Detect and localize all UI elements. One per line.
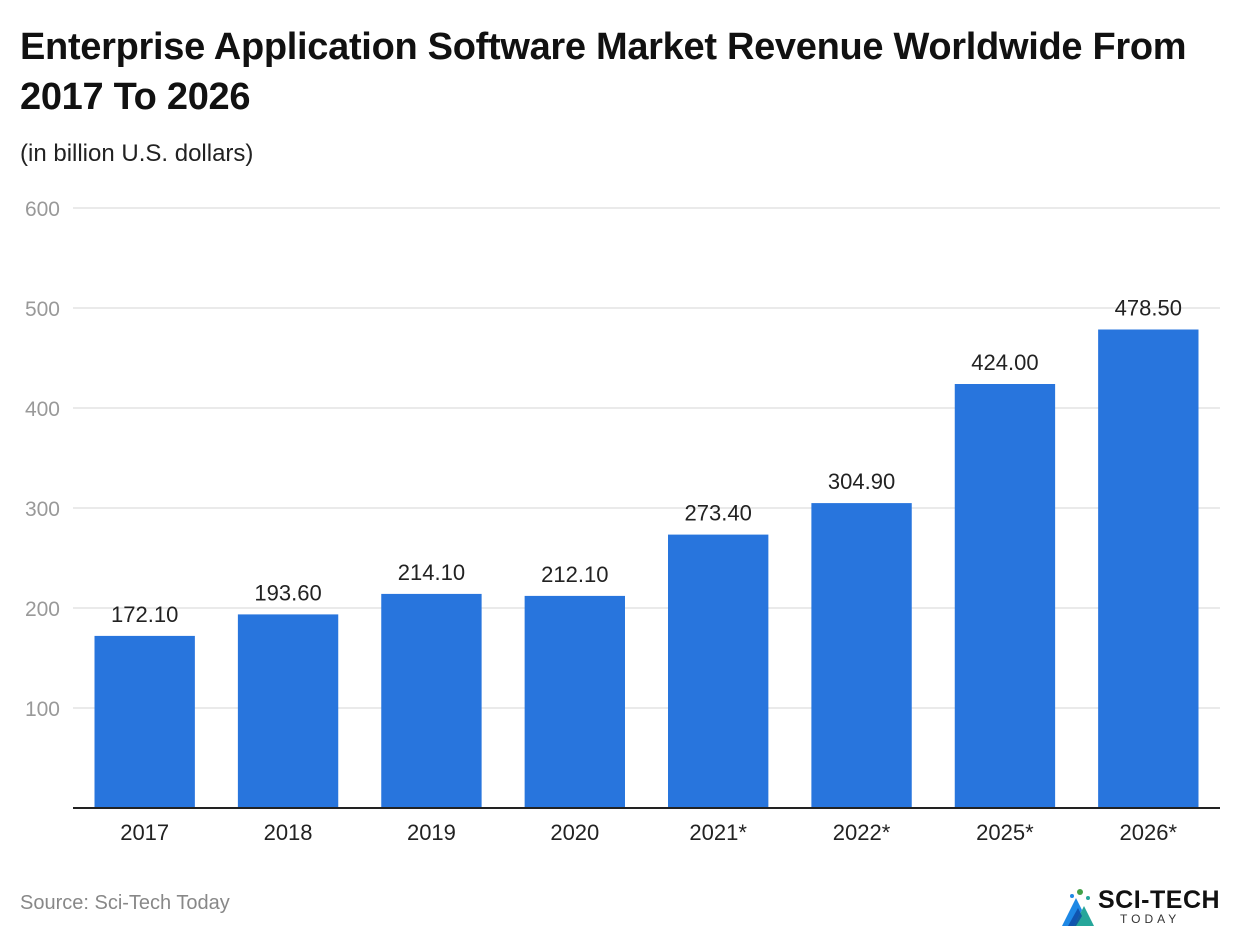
x-tick-label: 2018 [264,820,313,845]
data-label: 172.10 [111,602,178,627]
sci-tech-logo: SCI-TECH TODAY [1058,884,1234,930]
y-axis-ticks: 100 200 300 400 500 600 [25,198,60,721]
bar [381,593,482,808]
x-tick-label: 2022* [833,820,891,845]
logo-main-text: SCI-TECH [1098,886,1221,914]
bar [954,384,1056,808]
data-labels: 172.10 193.60 214.10 212.10 273.40 304.90 424.… [111,296,1182,627]
chart-subtitle: (in billion U.S. dollars) [20,140,254,167]
bar [668,534,769,808]
bars [94,329,1199,808]
bar [524,595,625,808]
bar [94,635,195,808]
data-label: 193.60 [254,580,321,605]
data-label: 424.00 [971,350,1038,375]
data-label: 212.10 [541,562,608,587]
x-tick-label: 2019 [407,820,456,845]
x-tick-label: 2020 [550,820,599,845]
y-tick-label: 400 [25,398,60,421]
logo-sub-text: TODAY [1120,912,1181,926]
x-axis-ticks: 2017 2018 2019 2020 2021* 2022* 2025* 2026* [120,820,1177,845]
data-label: 478.50 [1115,296,1182,321]
bar [237,614,339,808]
x-tick-label: 2026* [1120,820,1178,845]
bar [811,503,912,808]
y-tick-label: 600 [25,198,60,221]
data-label: 214.10 [398,560,465,585]
y-tick-label: 500 [25,298,60,321]
y-tick-label: 200 [25,598,60,621]
data-label: 273.40 [685,501,752,526]
x-tick-label: 2021* [689,820,747,845]
y-tick-label: 100 [25,698,60,721]
logo-mark-icon [1062,889,1094,926]
bar-chart: 100 200 300 400 500 600 172.10 193.60 214.10 212… [25,198,1220,845]
y-tick-label: 300 [25,498,60,521]
bar [1098,329,1199,808]
x-tick-label: 2017 [120,820,169,845]
x-tick-label: 2025* [976,820,1034,845]
data-label: 304.90 [828,469,895,494]
chart-title: Enterprise Application Software Market R… [20,26,1187,118]
source-note: Source: Sci-Tech Today [20,892,230,914]
